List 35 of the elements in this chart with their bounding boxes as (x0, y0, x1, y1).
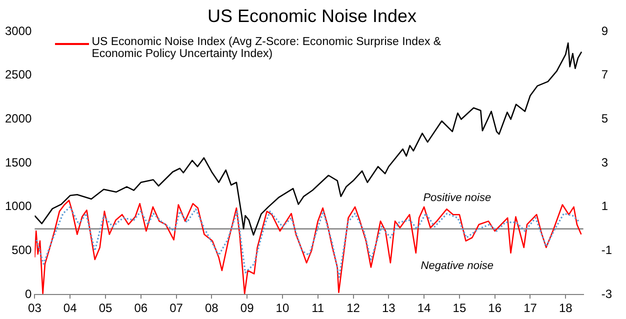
y-tick-label: 2000 (4, 112, 32, 126)
y2-tick-label: 7 (601, 68, 608, 82)
annotation: Positive noise (423, 192, 492, 204)
legend-label: US Economic Noise Index (Avg Z-Score: Economic Surprise Index & Economic Policy Uncertainty Index) (92, 36, 442, 60)
x-tick-label: 15 (452, 301, 466, 316)
x-tick-label: 10 (276, 301, 290, 316)
x-tick-label: 08 (204, 301, 219, 316)
annotation: Negative noise (420, 260, 494, 272)
y-tick-label: 1500 (4, 155, 32, 170)
y2-tick-label: -3 (601, 286, 612, 301)
y2-tick-label: -1 (601, 243, 612, 258)
y2-tick-label: 3 (601, 155, 608, 170)
x-tick-label: 18 (558, 301, 573, 316)
y-tick-label: 500 (12, 243, 32, 258)
x-tick-label: 05 (98, 301, 112, 316)
line-series (36, 206, 581, 278)
x-tick-label: 14 (417, 301, 432, 316)
x-tick-label: 03 (28, 301, 42, 316)
x-tick-label: 13 (382, 301, 396, 316)
y-tick-label: 3000 (4, 24, 32, 38)
chart-title: US Economic Noise Index (207, 6, 417, 26)
x-tick-label: 16 (488, 301, 502, 316)
x-tick-label: 07 (170, 301, 184, 316)
x-tick-label: 06 (134, 301, 148, 316)
x-tick-label: 04 (63, 301, 78, 316)
y-tick-label: 2500 (4, 68, 32, 82)
x-tick-label: 11 (312, 301, 324, 316)
y2-tick-label: 1 (601, 199, 608, 214)
y2-tick-label: 5 (601, 112, 608, 126)
x-tick-label: 17 (524, 301, 538, 316)
x-tick-label: 09 (240, 301, 254, 316)
y2-tick-label: 9 (601, 24, 608, 38)
y-tick-label: 1000 (4, 199, 32, 214)
x-tick-label: 12 (346, 301, 360, 316)
y-tick-label: 0 (25, 286, 32, 301)
